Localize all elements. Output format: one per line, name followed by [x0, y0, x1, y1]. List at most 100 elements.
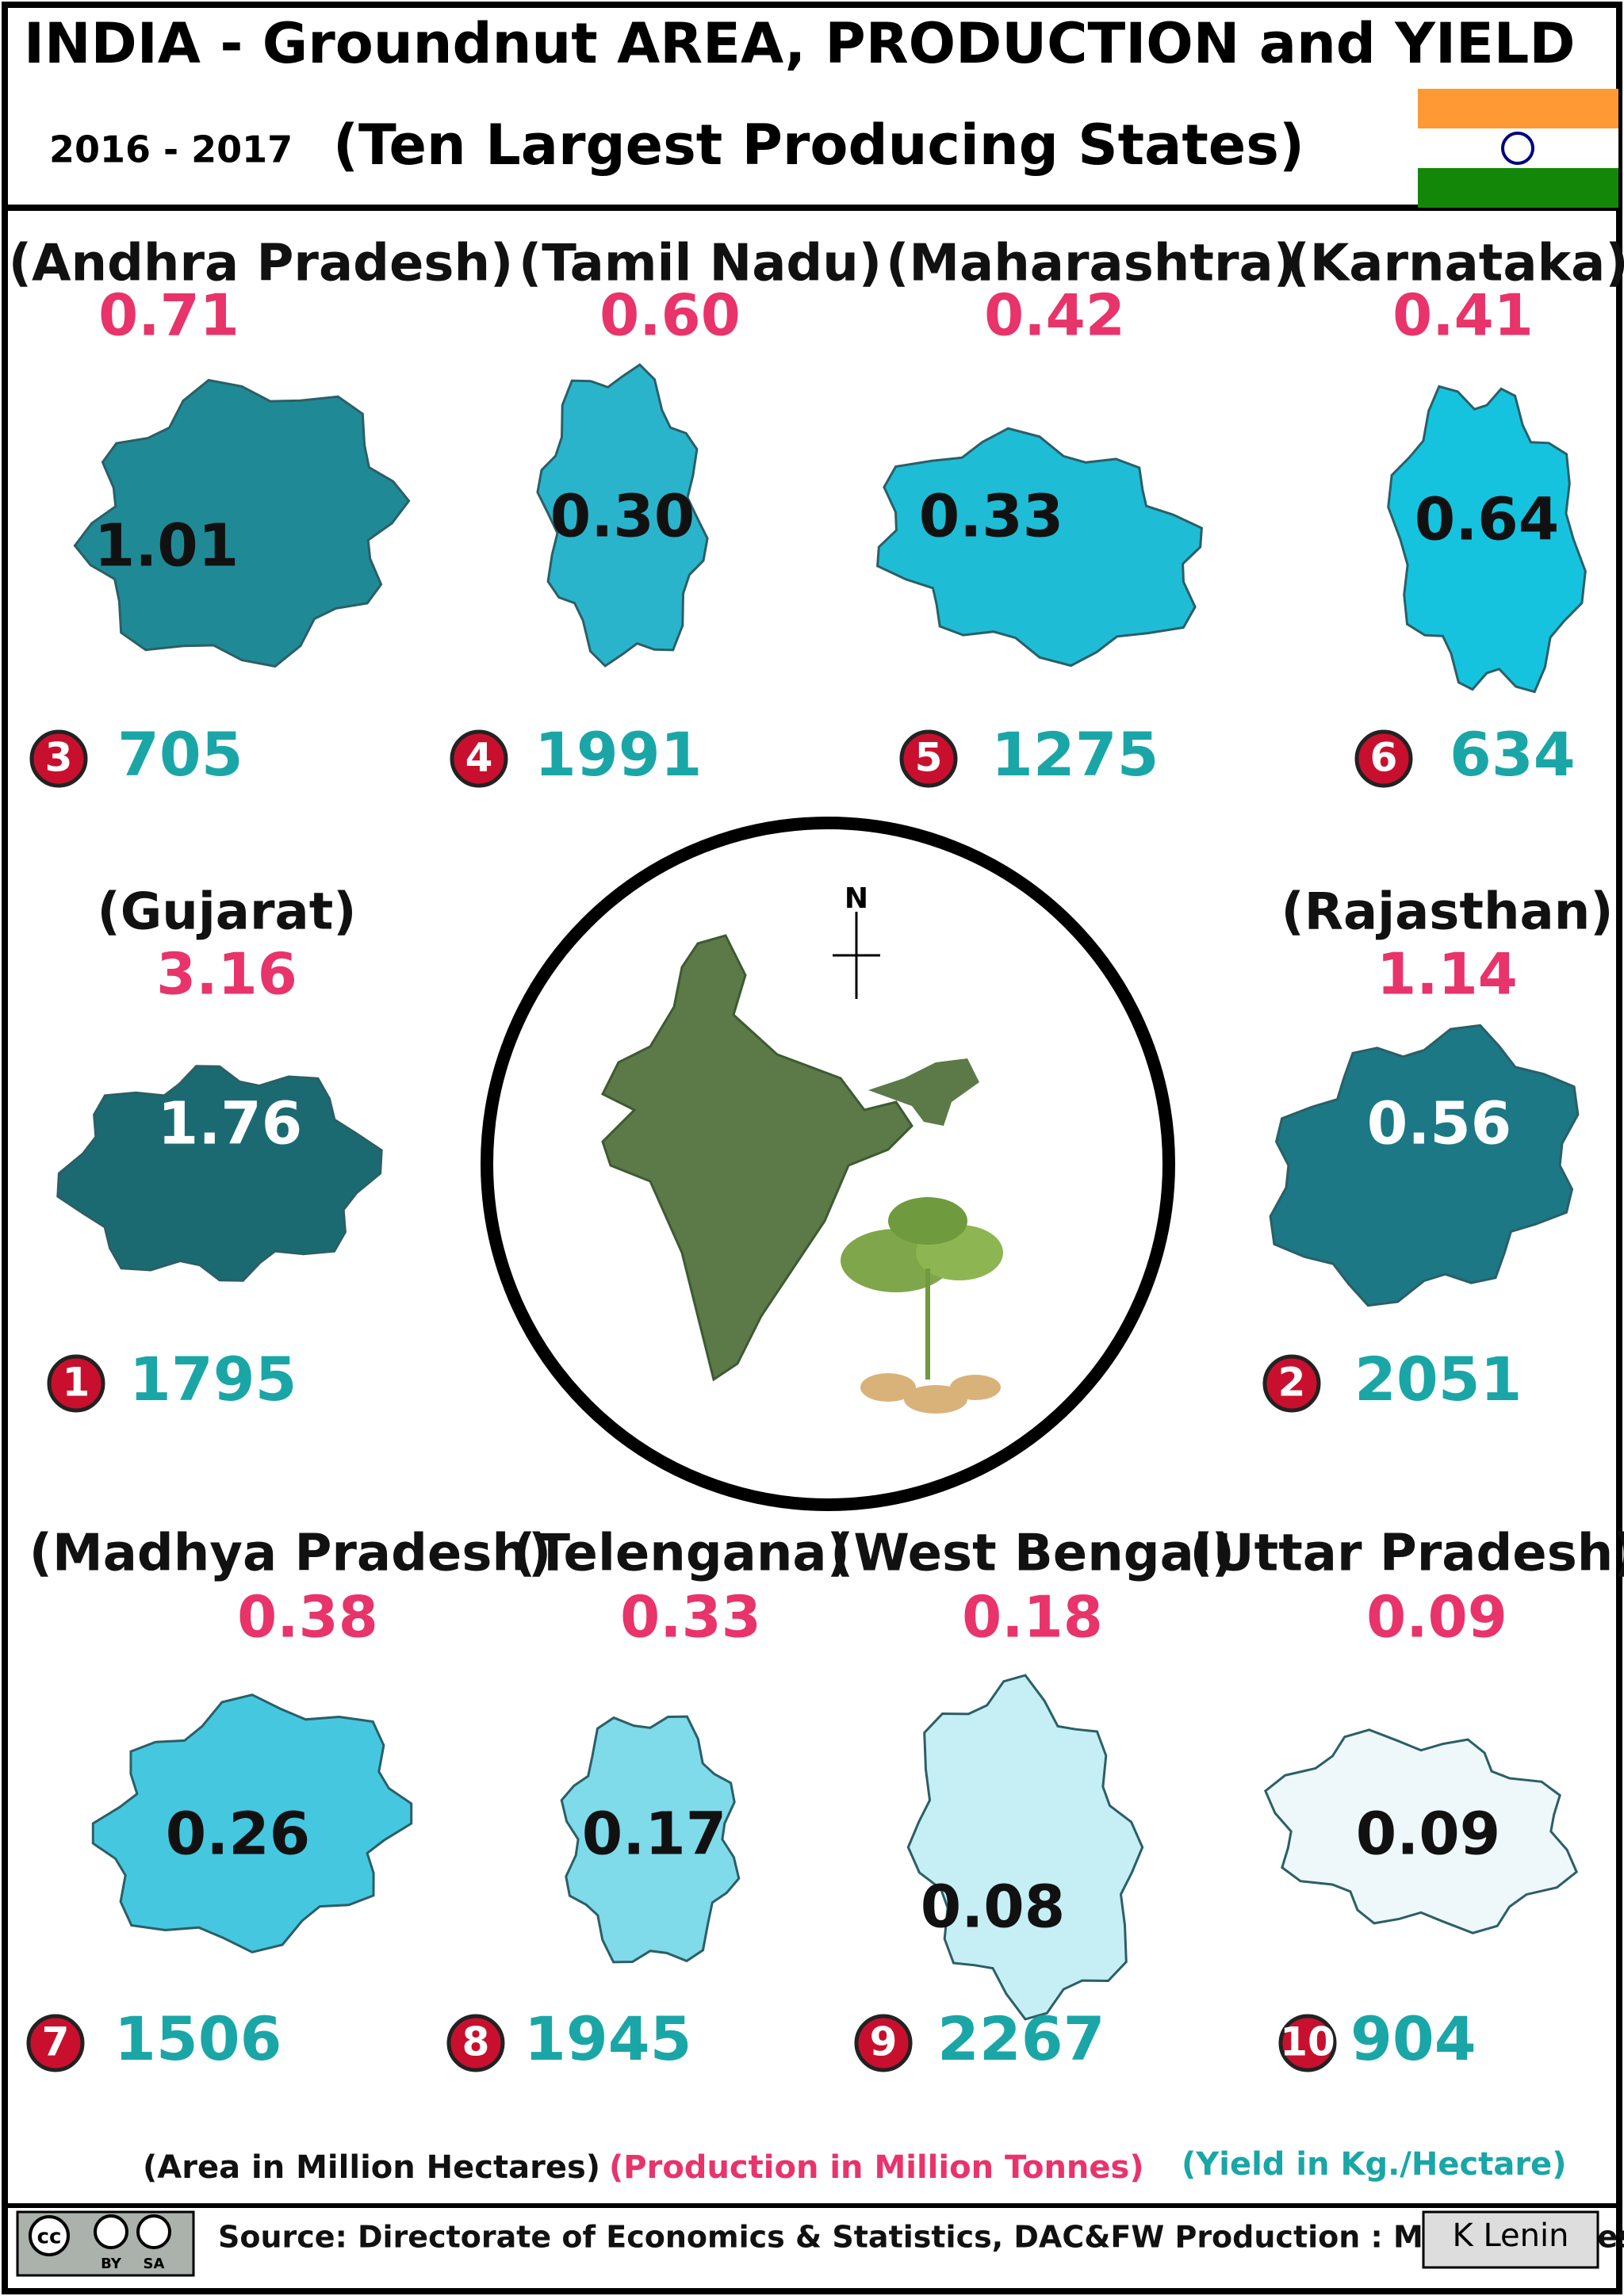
- state: (Madhya Pradesh)0.38 0.26 7 1506: [26, 1525, 551, 2074]
- rank: 1: [63, 1360, 90, 1406]
- production: 0.18: [962, 1584, 1103, 1651]
- state-name: (Madhya Pradesh): [29, 1525, 551, 1583]
- state: (Tamil Nadu)0.60 0.30 4 1991: [450, 235, 882, 790]
- author-box: [1422, 2210, 1599, 2269]
- yield: 634: [1450, 719, 1576, 790]
- production: 1.14: [1377, 941, 1518, 1008]
- period: 2016 - 2017: [49, 128, 293, 171]
- state-name: (Telengana): [512, 1525, 850, 1583]
- yield: 705: [117, 719, 243, 790]
- rank-badge: [1354, 729, 1413, 788]
- rank: 4: [465, 735, 493, 781]
- area: 1.01: [94, 512, 239, 580]
- rank-badge: [446, 2014, 505, 2072]
- rank-badge: [1262, 1354, 1321, 1413]
- rank: 9: [870, 2019, 898, 2065]
- compass-label: N: [845, 882, 868, 915]
- state-map: [1269, 1024, 1580, 1307]
- rank: 8: [462, 2019, 490, 2065]
- area: 0.09: [1356, 1800, 1501, 1869]
- production: 0.38: [237, 1584, 378, 1651]
- state: (Telengana)0.33 0.17 8 1945: [446, 1525, 850, 2074]
- state-name: (Gujarat): [97, 883, 356, 942]
- production: 0.60: [599, 282, 741, 349]
- subtitle: (Ten Largest Producing States): [333, 113, 1304, 178]
- rank: 3: [45, 735, 73, 781]
- state-name: (Tamil Nadu): [519, 235, 882, 293]
- state-name: (West Bengal): [830, 1525, 1235, 1583]
- rank: 2: [1278, 1360, 1306, 1406]
- state: (Karnataka)0.41 0.64 6 634: [1286, 235, 1624, 790]
- area: 0.56: [1367, 1090, 1512, 1158]
- yield: 1795: [129, 1344, 297, 1414]
- area: 0.17: [582, 1800, 727, 1869]
- license-cc: cc: [37, 2225, 62, 2249]
- production: 0.09: [1366, 1584, 1507, 1651]
- area: 0.33: [919, 483, 1064, 551]
- state-map: [1387, 385, 1587, 694]
- state-map: [73, 378, 411, 668]
- yield: 904: [1350, 2003, 1477, 2074]
- state-name: (Karnataka): [1286, 235, 1624, 293]
- area: 0.30: [550, 483, 695, 551]
- yield: 1275: [991, 719, 1159, 790]
- state: (Andhra Pradesh)0.71 1.01 3 705: [9, 235, 514, 790]
- yield: 1945: [524, 2003, 692, 2074]
- state-name: (Uttar Pradesh): [1189, 1525, 1624, 1583]
- author: K Lenin: [1453, 2218, 1569, 2254]
- state: (Maharashtra)0.42 0.33 5 1275: [876, 235, 1297, 790]
- rank-badge: [29, 729, 88, 788]
- state-map: [91, 1693, 413, 1954]
- rank: 7: [42, 2019, 70, 2065]
- state: (Gujarat)3.16 1.76 1 1795: [47, 883, 383, 1414]
- state-map: [876, 427, 1203, 668]
- production: 0.42: [984, 282, 1125, 349]
- production: 3.16: [156, 941, 297, 1008]
- license-sa: SA: [144, 2256, 165, 2272]
- legend-yield: (Yield in Kg./Hectare): [1182, 2146, 1566, 2183]
- yield: 2051: [1354, 1344, 1522, 1414]
- rank-badge: [26, 2014, 85, 2072]
- production: 0.33: [620, 1584, 761, 1651]
- state-name: (Maharashtra): [886, 235, 1297, 293]
- legend-production: (Production in Million Tonnes): [609, 2149, 1144, 2186]
- title: INDIA - Groundnut AREA, PRODUCTION and Y…: [24, 11, 1576, 76]
- license-badge: cc BY SA: [16, 2210, 195, 2277]
- rank: 10: [1280, 2019, 1335, 2065]
- state-name: (Rajasthan): [1281, 883, 1613, 942]
- states: (Andhra Pradesh)0.71 1.01 3 705 (Tamil Nadu)…: [9, 235, 1624, 2074]
- production: 0.41: [1392, 282, 1534, 349]
- license-by: BY: [101, 2256, 122, 2272]
- rank-badge: [854, 2014, 913, 2072]
- state-name: (Andhra Pradesh): [9, 235, 514, 293]
- rank-badge: [899, 729, 958, 788]
- rank-badge: [450, 729, 508, 788]
- area: 0.64: [1415, 486, 1560, 554]
- production: 0.71: [98, 282, 239, 349]
- center-map: N: [481, 817, 1175, 1511]
- state-map: [906, 1674, 1144, 2021]
- source: Source: Directorate of Economics & Stati…: [218, 2220, 1624, 2255]
- yield: 2267: [937, 2003, 1105, 2074]
- state: (Rajasthan)1.14 0.56 2 2051: [1262, 883, 1614, 1414]
- rank: 5: [915, 735, 943, 781]
- area: 0.26: [166, 1800, 311, 1869]
- area: 1.76: [158, 1090, 303, 1158]
- rank-badge: [47, 1354, 105, 1413]
- state-map: [1263, 1728, 1579, 1934]
- rank: 6: [1370, 735, 1398, 781]
- state: (West Bengal)0.18 0.08 9 2267: [830, 1525, 1235, 2074]
- state-map: [560, 1715, 741, 1964]
- area: 0.08: [921, 1873, 1066, 1942]
- rank-badge: [1278, 2014, 1337, 2072]
- flag: [1418, 89, 1618, 208]
- legend-area: (Area in Million Hectares): [143, 2149, 600, 2186]
- yield: 1506: [114, 2003, 282, 2074]
- yield: 1991: [534, 719, 703, 790]
- groundnut-plant: [841, 1197, 1003, 1414]
- state-map: [56, 1065, 383, 1282]
- state-map: [536, 363, 709, 668]
